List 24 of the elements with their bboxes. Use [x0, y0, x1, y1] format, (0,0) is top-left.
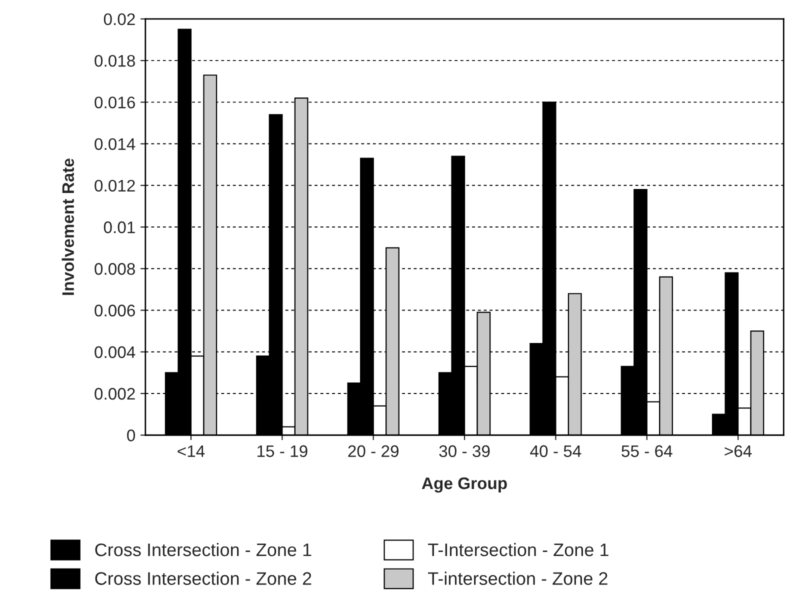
x-tick-label: <14 — [178, 445, 205, 457]
legend-label: T-Intersection - Zone 1 — [428, 542, 608, 556]
y-tick-label: 0.016 — [94, 96, 135, 108]
y-axis-title: Involvement Rate — [62, 158, 74, 295]
y-tick-label: 0.002 — [94, 388, 135, 400]
legend-label: Cross Intersection - Zone 1 — [95, 542, 312, 556]
legend-label: T-intersection - Zone 2 — [428, 572, 608, 585]
legend-label: Cross Intersection - Zone 2 — [95, 572, 312, 585]
y-tick-label: 0.014 — [94, 138, 136, 150]
x-axis-title: Age Group — [422, 477, 507, 493]
x-tick-label: 20 - 29 — [348, 445, 399, 458]
y-tick-label: 0.006 — [94, 304, 135, 316]
y-tick-label: 0.008 — [94, 263, 135, 275]
x-tick-label: 40 - 54 — [530, 445, 582, 458]
y-tick-label: 0.004 — [94, 346, 136, 358]
y-tick-label: 0.012 — [94, 180, 135, 192]
y-tick-label: 0 — [127, 430, 136, 442]
x-tick-label: 55 - 64 — [622, 445, 672, 458]
x-tick-label: 30 - 39 — [439, 445, 490, 458]
y-tick-label: 0.01 — [104, 221, 135, 234]
y-tick-label: 0.018 — [94, 54, 135, 67]
x-tick-label: >64 — [724, 445, 752, 458]
x-tick-label: 15 - 19 — [258, 445, 308, 458]
y-tick-label: 0.02 — [104, 13, 135, 26]
